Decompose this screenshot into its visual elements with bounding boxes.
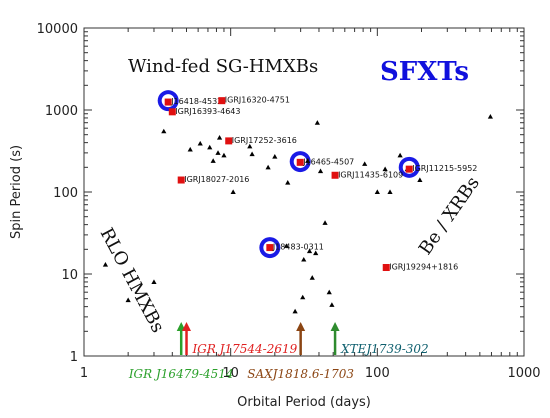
triangle-point xyxy=(210,158,216,163)
triangle-point xyxy=(309,275,315,280)
source-square xyxy=(218,97,226,105)
triangle-point xyxy=(314,120,320,125)
source-label: J18483-0311 xyxy=(272,243,324,252)
region-label-rlo: RLO HMXBs xyxy=(96,224,169,336)
triangle-point xyxy=(265,164,271,170)
triangle-point xyxy=(397,152,403,158)
triangle-point xyxy=(221,152,227,158)
source-label: IGRJ18027-2016 xyxy=(184,175,249,184)
triangle-point xyxy=(329,302,335,307)
triangle-point xyxy=(207,144,213,150)
triangle-point xyxy=(187,146,193,152)
triangle-point xyxy=(249,151,255,157)
source-square xyxy=(331,171,339,179)
triangle-point xyxy=(125,297,131,303)
x-axis-label: Orbital Period (days) xyxy=(237,395,371,410)
annotation-label: IGR J16479-4514 xyxy=(128,367,234,381)
y-tick-label: 1 xyxy=(70,350,78,365)
triangle-point xyxy=(283,243,290,248)
triangle-point xyxy=(161,128,167,134)
region-label-wind-fed: Wind-fed SG-HMXBs xyxy=(128,56,318,77)
triangle-point xyxy=(216,135,223,140)
triangle-point xyxy=(272,154,278,159)
source-square xyxy=(296,158,304,166)
triangle-point xyxy=(382,166,388,172)
triangle-point xyxy=(285,180,291,185)
triangle-point xyxy=(362,161,368,166)
y-tick-label: 10 xyxy=(61,268,78,283)
triangle-point xyxy=(247,143,253,149)
triangle-point xyxy=(387,189,393,194)
x-tick-label: 100 xyxy=(365,366,390,381)
source-square xyxy=(225,137,233,145)
annotation-label: SAXJ1818.6-1703 xyxy=(247,367,354,381)
triangle-point xyxy=(230,189,236,194)
triangle-point xyxy=(292,308,298,314)
source-square xyxy=(405,165,413,173)
y-tick-label: 100 xyxy=(53,186,78,201)
region-label-sfxts: SFXTs xyxy=(380,57,469,87)
triangle-point xyxy=(306,248,313,254)
source-squares: J16418-4532 IGRJ16320-4751 IGRJ16393-4643 I… xyxy=(164,96,477,272)
source-square xyxy=(266,244,274,252)
y-tick-label: 1000 xyxy=(45,104,78,119)
x-tick-label: 1 xyxy=(80,366,88,381)
source-label: IGRJ17252-3616 xyxy=(232,136,297,145)
triangle-point xyxy=(301,256,307,262)
x-tick-label: 1000 xyxy=(507,366,540,381)
triangle-points xyxy=(102,114,493,314)
source-label: IGRJ19294+1816 xyxy=(389,263,458,272)
y-axis-label: Spin Period (s) xyxy=(9,145,24,239)
source-square xyxy=(168,108,176,116)
triangle-point xyxy=(322,220,328,225)
annotation-label: IGR J17544-2619 xyxy=(192,342,298,356)
annotation-arrow-head xyxy=(182,322,192,331)
source-label: IGRJ11435-6109 xyxy=(338,170,403,179)
triangle-point xyxy=(215,150,221,155)
source-square xyxy=(164,98,172,106)
triangle-point xyxy=(151,279,157,284)
region-label-be: Be / XRBs xyxy=(415,173,484,259)
y-tick-label: 10000 xyxy=(37,22,78,37)
triangle-point xyxy=(197,140,203,146)
triangle-point xyxy=(305,158,311,163)
triangle-point xyxy=(313,250,319,256)
source-label: IGRJ16393-4643 xyxy=(175,107,240,116)
triangle-point xyxy=(300,294,306,300)
source-square xyxy=(382,264,390,272)
source-label: J16418-4532 xyxy=(170,97,222,106)
triangle-point xyxy=(326,289,332,295)
source-label: IGRJ16320-4751 xyxy=(225,96,290,105)
triangle-point xyxy=(317,168,324,174)
x-tick-label: 10 xyxy=(222,366,239,381)
axis-ticks: 1 10 100 1000 1 10 100 1000 10000 xyxy=(37,22,541,381)
triangle-point xyxy=(417,177,423,183)
source-square xyxy=(177,176,185,184)
annotation-arrow-head xyxy=(296,322,306,331)
annotation-arrows: IGR J16479-4514 IGR J17544-2619 SAXJ1818.6… xyxy=(128,322,429,381)
source-label: IGRJ11215-5952 xyxy=(412,164,477,173)
triangle-point xyxy=(102,262,109,267)
source-label: J16465-4507 xyxy=(302,157,354,166)
annotation-arrow-head xyxy=(330,322,340,331)
triangle-point xyxy=(374,189,380,194)
annotation-label: XTEJ1739-302 xyxy=(340,342,429,356)
triangle-point xyxy=(487,114,493,119)
